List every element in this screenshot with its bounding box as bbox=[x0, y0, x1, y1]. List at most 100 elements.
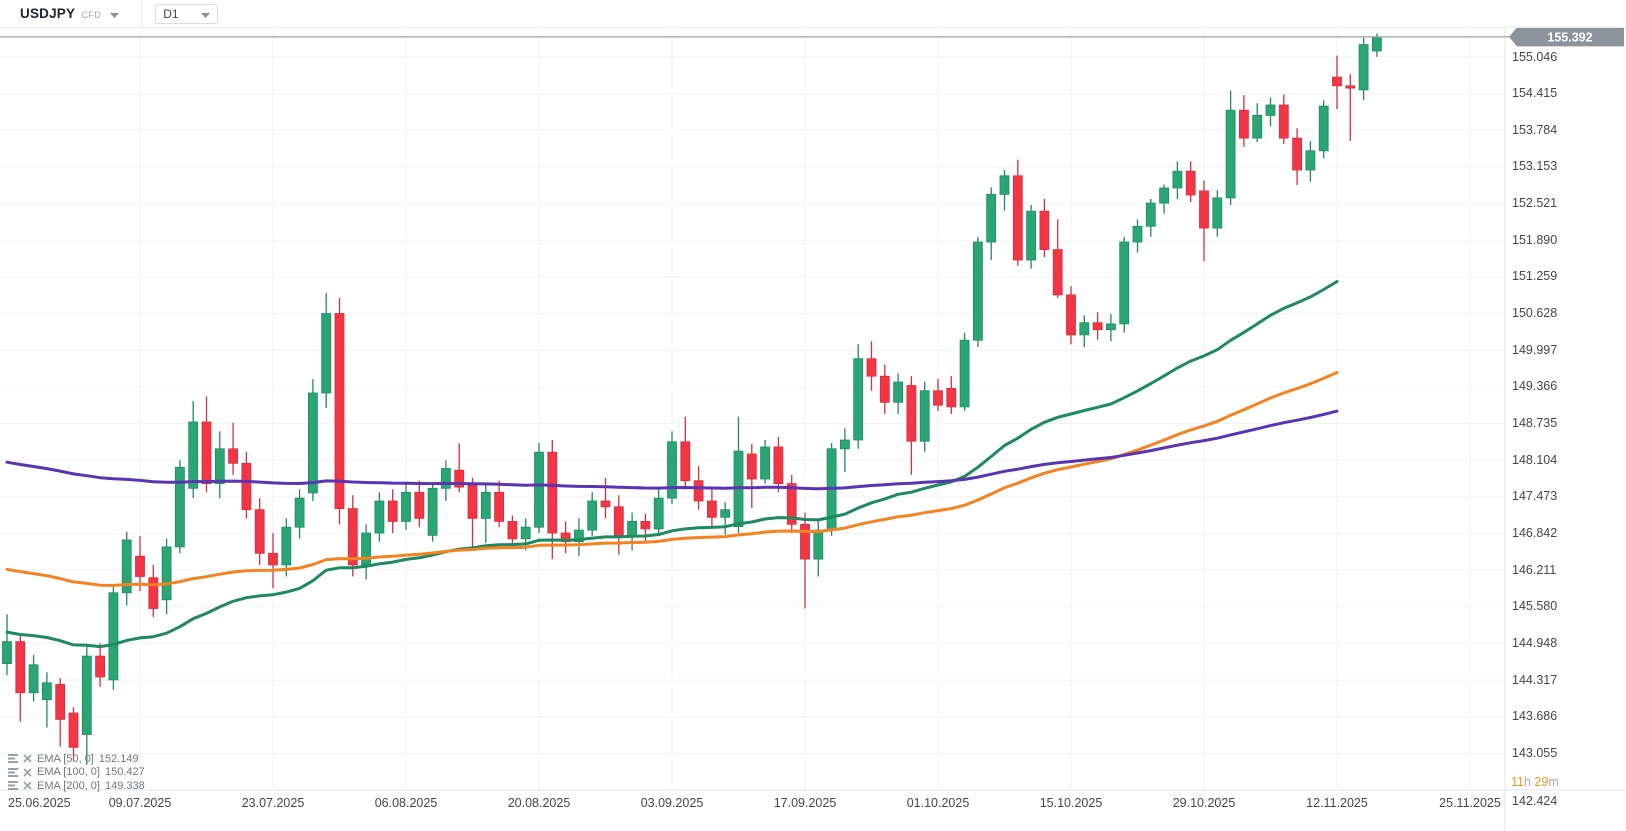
price-tick-label: 143.686 bbox=[1512, 709, 1558, 724]
candle bbox=[760, 440, 770, 484]
candle bbox=[853, 344, 864, 449]
candle bbox=[786, 474, 797, 533]
candle bbox=[946, 376, 957, 414]
candle bbox=[1265, 97, 1276, 127]
indicator-legend: EMA [50, 0] 152.149 EMA [100, 0] 150.427 EMA… bbox=[8, 752, 145, 793]
candle bbox=[574, 518, 584, 557]
chevron-down-icon bbox=[201, 5, 211, 23]
price-tick-label: 153.153 bbox=[1512, 159, 1558, 174]
candle bbox=[440, 460, 451, 501]
date-tick-label: 29.10.2025 bbox=[1172, 796, 1236, 810]
date-tick-label: 15.10.2025 bbox=[1039, 796, 1103, 810]
price-tick-label: 143.055 bbox=[1512, 745, 1558, 760]
candle bbox=[281, 518, 292, 577]
candle bbox=[1012, 159, 1023, 266]
candle bbox=[1132, 219, 1143, 253]
candle bbox=[866, 341, 877, 391]
candle bbox=[1159, 184, 1169, 214]
candle bbox=[148, 564, 159, 618]
date-tick-label: 17.09.2025 bbox=[773, 796, 837, 810]
date-tick-label: 23.07.2025 bbox=[241, 796, 305, 810]
candle bbox=[587, 492, 598, 536]
indicator-remove-icon[interactable] bbox=[23, 754, 32, 763]
price-tick-label: 153.784 bbox=[1512, 122, 1558, 137]
candle bbox=[294, 489, 305, 539]
candle bbox=[1292, 128, 1302, 186]
candle bbox=[268, 533, 278, 589]
candle bbox=[720, 502, 731, 535]
price-tick-label: 155.046 bbox=[1512, 49, 1558, 64]
candle bbox=[68, 707, 79, 762]
candle bbox=[1172, 161, 1183, 199]
countdown-hours: 11 bbox=[1511, 775, 1524, 789]
indicator-legend-row: EMA [200, 0] 149.338 bbox=[8, 779, 145, 793]
candle bbox=[1026, 204, 1036, 269]
date-tick-label: 03.09.2025 bbox=[640, 796, 704, 810]
candle bbox=[201, 396, 212, 493]
candle bbox=[560, 521, 571, 554]
candle bbox=[627, 512, 637, 551]
candle bbox=[1318, 100, 1329, 159]
date-tick-label: 01.10.2025 bbox=[906, 796, 970, 810]
candle bbox=[919, 382, 930, 452]
candle bbox=[334, 297, 345, 525]
date-tick-label: 09.07.2025 bbox=[108, 796, 172, 810]
symbol-selector[interactable]: USDJPY CFD bbox=[20, 5, 120, 23]
candle bbox=[1358, 37, 1369, 101]
indicator-label: EMA [100, 0] bbox=[37, 766, 100, 779]
candle bbox=[81, 646, 92, 765]
candle bbox=[427, 483, 438, 542]
gridlines bbox=[0, 28, 1505, 791]
current-price-badge: 155.392 bbox=[1509, 27, 1624, 47]
candle bbox=[1212, 190, 1223, 237]
price-tick-label: 144.948 bbox=[1512, 635, 1558, 650]
price-tick-label: 152.521 bbox=[1512, 196, 1558, 211]
indicator-settings-icon[interactable] bbox=[8, 754, 18, 764]
price-tick-label: 149.366 bbox=[1512, 379, 1558, 394]
price-tick-label: 149.997 bbox=[1512, 342, 1558, 357]
ema-50-line bbox=[5, 280, 1339, 649]
indicator-value: 149.338 bbox=[104, 779, 145, 792]
indicator-label: EMA [200, 0] bbox=[37, 779, 100, 792]
candle bbox=[1106, 314, 1116, 342]
timeframe-selector[interactable]: D1 bbox=[155, 3, 219, 24]
candle bbox=[1239, 95, 1249, 147]
candle bbox=[135, 535, 145, 591]
candle bbox=[667, 431, 677, 504]
indicator-remove-icon[interactable] bbox=[23, 781, 32, 790]
price-tick-label: 148.735 bbox=[1512, 416, 1558, 430]
indicator-settings-icon[interactable] bbox=[8, 767, 18, 777]
candle bbox=[494, 480, 505, 528]
candle bbox=[42, 672, 52, 728]
candle bbox=[707, 489, 717, 528]
indicator-value: 152.149 bbox=[98, 752, 139, 765]
price-tick-label: 145.580 bbox=[1512, 599, 1558, 614]
candle bbox=[1039, 199, 1050, 258]
date-tick-label: 12.11.2025 bbox=[1306, 796, 1368, 810]
indicator-remove-icon[interactable] bbox=[23, 768, 32, 777]
candle bbox=[746, 444, 757, 508]
candle bbox=[1332, 55, 1342, 109]
price-tick-label: 154.415 bbox=[1512, 86, 1558, 101]
indicator-settings-icon[interactable] bbox=[8, 781, 18, 791]
candle bbox=[55, 678, 66, 747]
countdown-hours-unit: h bbox=[1523, 775, 1531, 789]
toolbar-divider bbox=[141, 0, 143, 27]
market-type-label: CFD bbox=[81, 9, 102, 20]
candle bbox=[174, 460, 185, 554]
candle bbox=[1066, 286, 1076, 345]
candle bbox=[959, 332, 970, 411]
candle bbox=[374, 492, 385, 542]
date-tick-label: 20.08.2025 bbox=[507, 796, 571, 810]
candle bbox=[321, 293, 332, 409]
indicator-legend-row: EMA [100, 0] 150.427 bbox=[8, 766, 145, 780]
candle bbox=[1052, 219, 1063, 298]
bar-close-countdown: 11h 29m bbox=[1511, 775, 1559, 789]
candle bbox=[1145, 199, 1156, 237]
date-tick-label: 25.11.2025 bbox=[1439, 796, 1501, 810]
svg-text:155.392: 155.392 bbox=[1547, 30, 1592, 44]
timeframe-value: D1 bbox=[163, 6, 179, 21]
candle bbox=[347, 495, 358, 577]
